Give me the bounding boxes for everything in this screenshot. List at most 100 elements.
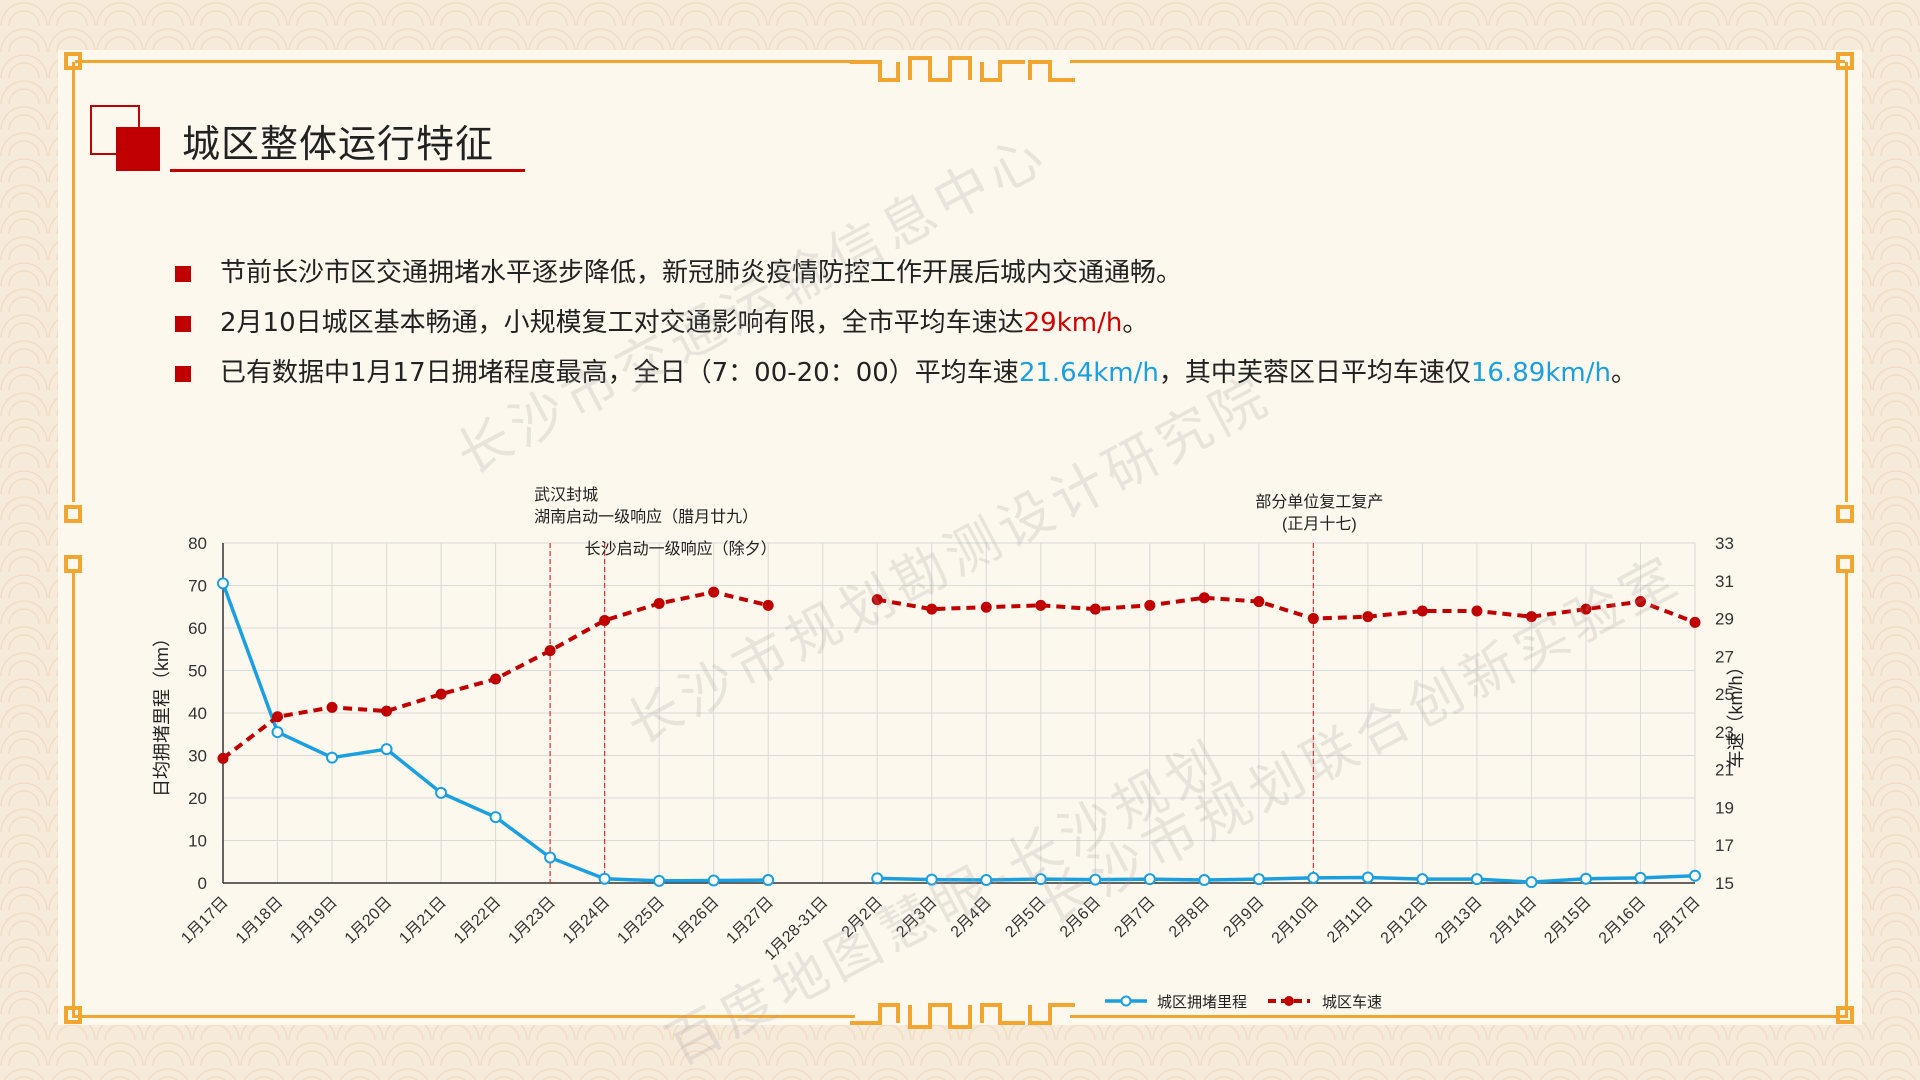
x-tick-label: 2月7日	[1111, 894, 1158, 941]
y2-tick-label: 25	[1715, 685, 1734, 704]
frame-right-bottom	[1845, 570, 1848, 1018]
bullet-square-icon	[175, 266, 191, 282]
legend-label: 城区车速	[1322, 994, 1382, 1011]
y-tick-label: 80	[188, 534, 207, 553]
bullet-square-icon	[175, 316, 191, 332]
y-axis-title: 日均拥堵里程（km）	[152, 629, 172, 797]
slide-panel	[58, 50, 1862, 1025]
data-point-speed	[1089, 603, 1101, 615]
frame-left-top	[72, 62, 75, 502]
x-tick-label: 1月17日	[178, 894, 232, 948]
x-tick-label: 2月3日	[893, 894, 940, 941]
annotation-text: (正月十七)	[1282, 515, 1357, 533]
x-tick-label: 2月2日	[839, 894, 886, 941]
x-tick-label: 1月26日	[669, 894, 723, 948]
x-tick-label: 2月17日	[1650, 894, 1704, 948]
x-tick-label: 1月18日	[233, 894, 287, 948]
x-tick-label: 1月20日	[342, 894, 396, 948]
frame-bottom-left	[75, 1015, 855, 1018]
frame-left-bottom	[72, 570, 75, 1018]
x-tick-label: 2月5日	[1002, 894, 1049, 941]
data-point-congestion	[326, 751, 339, 764]
data-point-speed	[1634, 596, 1646, 608]
corner-ornament	[64, 52, 82, 70]
title-underline	[170, 169, 525, 172]
bullet-text: 节前长沙市区交通拥堵水平逐步降低，新冠肺炎疫情防控工作开展后城内交通通畅。	[220, 258, 1183, 288]
bullet-list: 节前长沙市区交通拥堵水平逐步降低，新冠肺炎疫情防控工作开展后城内交通通畅。 2月…	[175, 255, 1637, 405]
bullet-item: 节前长沙市区交通拥堵水平逐步降低，新冠肺炎疫情防控工作开展后城内交通通畅。	[175, 255, 1637, 305]
bullet-highlight-speed: 16.89km/h	[1470, 358, 1611, 388]
annotation-text: 武汉封城	[534, 486, 598, 504]
legend-label: 城区拥堵里程	[1157, 994, 1247, 1011]
data-point-congestion	[762, 874, 775, 887]
data-point-congestion	[1634, 871, 1647, 884]
x-tick-label: 2月11日	[1324, 894, 1377, 947]
x-tick-label: 1月19日	[287, 894, 341, 948]
data-point-speed	[1471, 605, 1483, 617]
annotation-text: 长沙启动一级响应（除夕）	[585, 539, 777, 558]
data-point-congestion	[1034, 873, 1047, 886]
data-point-congestion	[1252, 873, 1265, 886]
data-point-congestion	[1525, 876, 1538, 889]
data-point-speed	[1198, 592, 1210, 604]
x-tick-label: 2月16日	[1596, 894, 1650, 948]
data-point-congestion	[653, 874, 666, 887]
x-tick-label: 2月12日	[1378, 894, 1432, 948]
y-tick-label: 10	[188, 832, 207, 851]
data-point-congestion	[217, 577, 229, 590]
data-point-congestion	[489, 811, 502, 824]
data-point-speed	[490, 673, 502, 685]
data-point-congestion	[435, 786, 448, 799]
data-point-speed	[1580, 603, 1592, 615]
legend-marker-congestion	[1120, 995, 1132, 1007]
bullet-item: 2月10日城区基本畅通，小规模复工对交通影响有限，全市平均车速达29km/h。	[175, 305, 1637, 355]
y-tick-label: 40	[188, 704, 207, 723]
y-tick-label: 0	[198, 874, 207, 893]
data-point-congestion	[1689, 869, 1701, 882]
y2-axis-title: 车速（km/h）	[1726, 657, 1746, 768]
x-tick-label: 2月14日	[1487, 894, 1541, 948]
bullet-text: 。	[1122, 308, 1149, 338]
side-ornament	[64, 505, 82, 523]
slide-title: 城区整体运行特征	[182, 122, 495, 166]
y2-tick-label: 21	[1715, 761, 1734, 780]
bullet-highlight-speed: 29km/h	[1023, 308, 1123, 338]
bullet-item: 已有数据中1月17日拥堵程度最高，全日（7：00-20：00）平均车速21.64…	[175, 355, 1637, 405]
data-point-congestion	[380, 743, 393, 756]
annotation-text: 湖南启动一级响应（腊月廿九）	[534, 507, 758, 526]
bullet-square-icon	[175, 366, 191, 382]
data-point-speed	[1362, 611, 1374, 623]
annotation-text: 部分单位复工复产	[1255, 493, 1383, 511]
y2-tick-label: 29	[1715, 610, 1734, 629]
bullet-text: 2月10日城区基本畅通，小规模复工对交通影响有限，全市平均车速达	[220, 308, 1024, 338]
data-point-speed	[1416, 605, 1428, 617]
y-tick-label: 60	[188, 619, 207, 638]
data-point-speed	[762, 599, 774, 611]
y-tick-label: 50	[188, 662, 207, 681]
data-point-speed	[326, 701, 338, 713]
side-ornament	[1836, 505, 1854, 523]
y-tick-label: 30	[188, 747, 207, 766]
x-tick-label: 2月6日	[1057, 894, 1104, 941]
x-tick-label: 1月22日	[451, 894, 505, 948]
data-point-congestion	[1361, 871, 1374, 884]
x-tick-label: 1月25日	[614, 894, 668, 948]
y-tick-label: 20	[188, 789, 207, 808]
data-point-speed	[980, 601, 992, 613]
data-point-congestion	[1089, 873, 1102, 886]
corner-ornament	[1836, 52, 1854, 70]
data-point-congestion	[544, 851, 557, 864]
side-ornament	[1836, 555, 1854, 573]
bullet-text: 已有数据中1月17日拥堵程度最高，全日（7：00-20：00）平均车速	[220, 358, 1019, 388]
y2-tick-label: 31	[1715, 572, 1734, 591]
side-ornament	[64, 555, 82, 573]
bottom-center-ornament	[850, 1003, 1075, 1029]
data-point-speed	[599, 614, 611, 626]
x-tick-label: 1月23日	[505, 894, 559, 948]
data-point-congestion	[271, 726, 284, 739]
data-point-speed	[272, 711, 284, 723]
y2-tick-label: 23	[1715, 723, 1734, 742]
bullet-text: 。	[1610, 358, 1637, 388]
data-point-congestion	[1579, 872, 1592, 885]
